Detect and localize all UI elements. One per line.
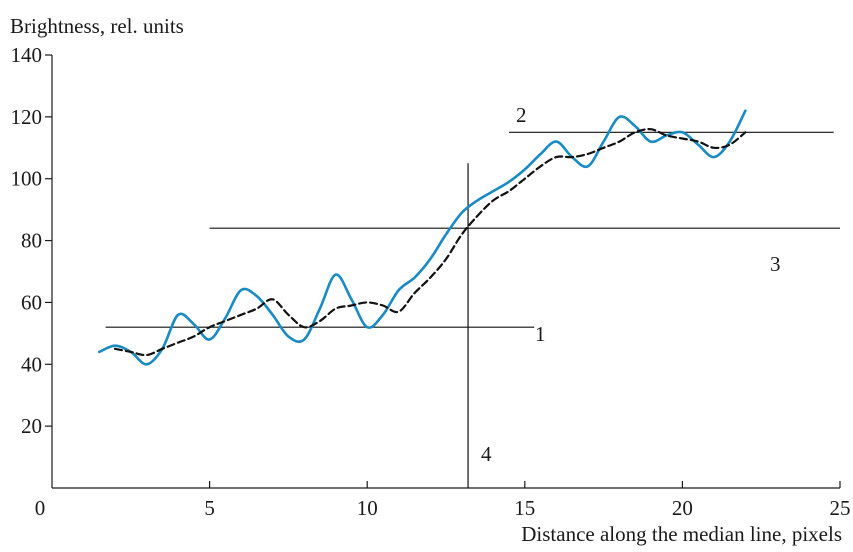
y-axis-title: Brightness, rel. units [10, 14, 184, 38]
series-group [98, 109, 747, 366]
dashed-series-line [113, 128, 747, 357]
reference-line-label-3: 3 [770, 252, 781, 276]
y-ticks: 20 40 60 80 100 120 140 [11, 43, 52, 438]
x-tick-label: 5 [204, 496, 215, 520]
reference-line-label-2: 2 [516, 103, 527, 127]
x-tick-label: 10 [357, 496, 378, 520]
y-tick-label: 100 [11, 167, 43, 191]
y-tick-label: 40 [21, 352, 42, 376]
x-axis-title: Distance along the median line, pixels [521, 522, 842, 546]
y-tick-label: 60 [21, 290, 42, 314]
y-tick-label: 140 [11, 43, 43, 67]
y-tick-label: 120 [11, 105, 43, 129]
x-tick-label: 15 [514, 496, 535, 520]
x-tick-label: 25 [830, 496, 851, 520]
x-tick-label: 20 [672, 496, 693, 520]
axes [51, 55, 840, 489]
y-tick-label: 20 [21, 414, 42, 438]
reference-line-label-4: 4 [481, 442, 492, 466]
reference-lines: 1 2 3 4 [105, 103, 840, 488]
y-tick-label: 80 [21, 229, 42, 253]
solid-series-line [98, 109, 747, 366]
x-tick-label: 0 [35, 496, 46, 520]
reference-line-label-1: 1 [535, 322, 546, 346]
x-ticks: 0 5 10 15 20 25 [35, 481, 851, 520]
